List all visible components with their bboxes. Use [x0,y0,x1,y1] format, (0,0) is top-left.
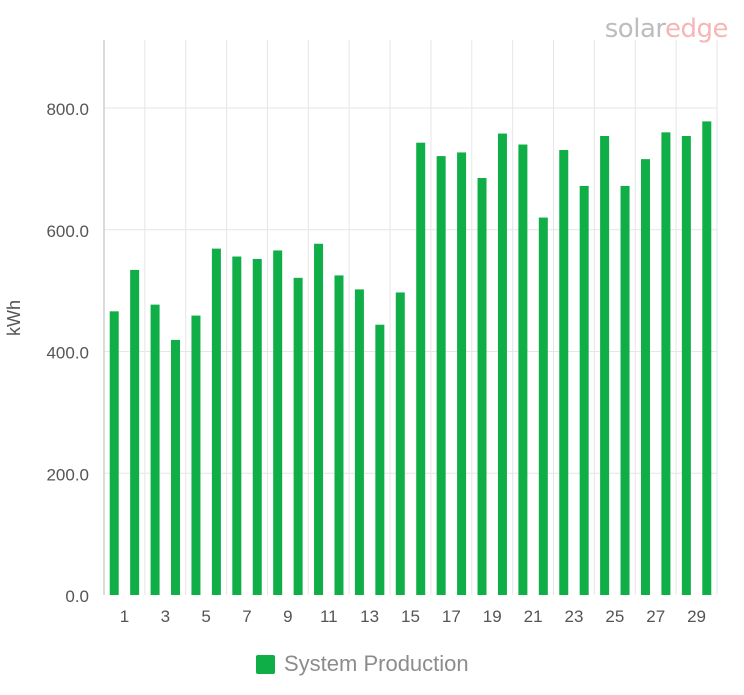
bar-day-19 [477,178,487,595]
bar-day-12 [334,275,344,595]
x-tick-label: 7 [242,607,251,626]
y-tick-label: 200.0 [46,465,89,484]
bar-day-27 [640,159,650,595]
y-tick-label: 600.0 [46,222,89,241]
x-tick-label: 29 [687,607,706,626]
x-tick-label: 5 [201,607,210,626]
x-tick-label: 27 [646,607,665,626]
x-tick-label: 3 [161,607,170,626]
bar-day-30 [702,121,712,595]
bar-day-20 [497,133,507,595]
bar-day-18 [457,152,467,595]
bar-day-25 [600,136,610,595]
bar-day-7 [232,256,242,595]
bar-day-22 [538,217,548,595]
bar-day-15 [395,292,405,595]
x-tick-label: 25 [605,607,624,626]
solaredge-logo: solaredge [604,14,729,44]
bar-day-26 [620,185,630,596]
x-tick-label: 11 [320,607,338,626]
bar-day-11 [314,243,324,595]
y-tick-label: 800.0 [46,100,89,119]
bar-day-29 [681,136,691,595]
bar-day-14 [375,324,385,595]
x-tick-label: 19 [483,607,502,626]
x-tick-label: 13 [360,607,379,626]
x-tick-label: 21 [524,607,543,626]
bar-day-23 [559,150,569,595]
y-tick-label: 0.0 [65,587,89,606]
logo-part-solar: solar [604,14,666,44]
bar-day-16 [416,142,426,596]
bar-day-5 [191,315,201,595]
legend-swatch [256,654,275,674]
y-axis-title: kWh [4,300,24,336]
bar-day-8 [252,258,262,595]
bar-day-1 [109,311,119,595]
x-tick-label: 15 [401,607,420,626]
bar-day-21 [518,144,528,595]
bar-day-28 [661,132,671,595]
bar-day-2 [130,269,140,595]
y-tick-label: 400.0 [46,344,89,363]
x-tick-label: 23 [565,607,584,626]
x-tick-label: 1 [120,607,129,626]
logo-part-edge: edge [665,14,729,44]
x-tick-label: 9 [283,607,292,626]
bar-day-13 [354,289,364,595]
bar-day-17 [436,156,446,595]
bar-day-4 [171,339,181,595]
legend-label: System Production [284,651,469,676]
chart-legend[interactable]: System Production [256,651,469,676]
bar-day-6 [211,248,221,595]
bar-day-10 [293,277,303,595]
bar-day-3 [150,304,160,595]
bar-day-24 [579,185,589,596]
bar-day-9 [273,250,283,595]
x-tick-label: 17 [442,607,461,626]
